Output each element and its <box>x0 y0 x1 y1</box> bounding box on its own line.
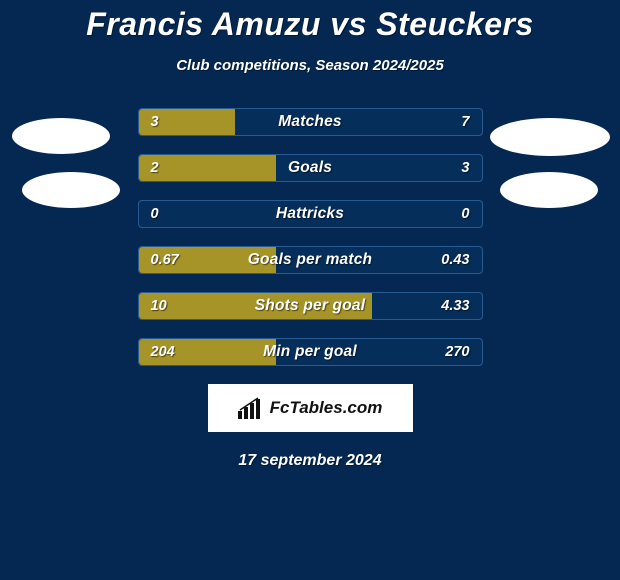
stat-value-right: 0 <box>461 201 469 227</box>
stat-label: Min per goal <box>139 339 482 365</box>
player1-name: Francis Amuzu <box>86 6 321 42</box>
comparison-card: Francis Amuzu vs Steuckers Club competit… <box>0 0 620 470</box>
stat-value-right: 270 <box>445 339 469 365</box>
stat-row: 10Shots per goal4.33 <box>138 292 483 320</box>
brand-badge: FcTables.com <box>208 384 413 432</box>
stat-row: 204Min per goal270 <box>138 338 483 366</box>
stat-value-right: 7 <box>461 109 469 135</box>
stat-row: 0Hattricks0 <box>138 200 483 228</box>
date-text: 17 september 2024 <box>0 452 620 470</box>
stat-label: Shots per goal <box>139 293 482 319</box>
vs-separator: vs <box>330 6 367 42</box>
stat-label: Goals <box>139 155 482 181</box>
stat-label: Goals per match <box>139 247 482 273</box>
stat-value-right: 3 <box>461 155 469 181</box>
stat-row: 3Matches7 <box>138 108 483 136</box>
brand-text: FcTables.com <box>270 398 383 418</box>
stats-chart: 3Matches72Goals30Hattricks00.67Goals per… <box>138 108 483 366</box>
stat-row: 0.67Goals per match0.43 <box>138 246 483 274</box>
subtitle: Club competitions, Season 2024/2025 <box>0 57 620 74</box>
stat-value-right: 4.33 <box>441 293 469 319</box>
stat-label: Hattricks <box>139 201 482 227</box>
fctables-icon <box>238 397 266 419</box>
page-title: Francis Amuzu vs Steuckers <box>0 6 620 43</box>
stat-label: Matches <box>139 109 482 135</box>
stat-value-right: 0.43 <box>441 247 469 273</box>
stat-row: 2Goals3 <box>138 154 483 182</box>
player2-name: Steuckers <box>376 6 533 42</box>
